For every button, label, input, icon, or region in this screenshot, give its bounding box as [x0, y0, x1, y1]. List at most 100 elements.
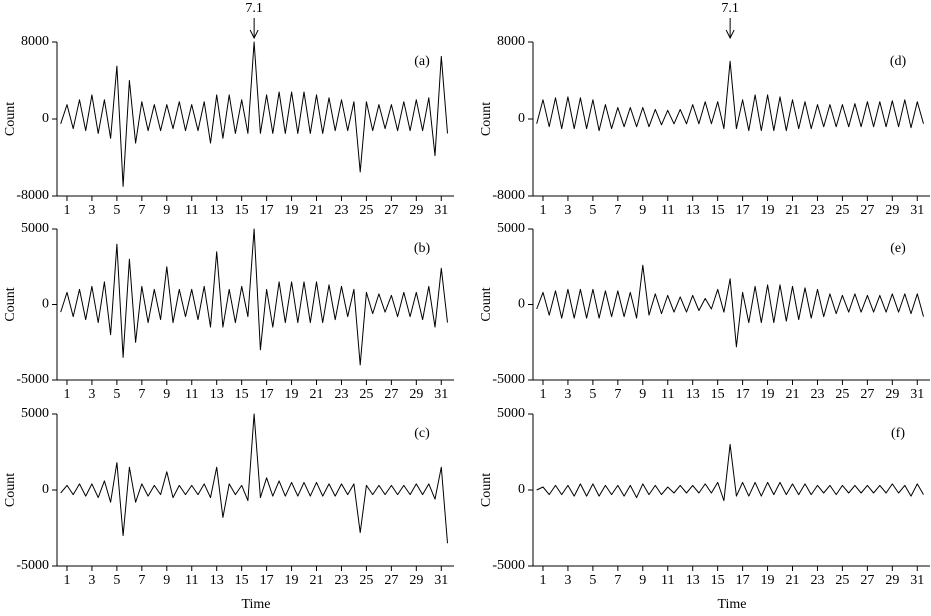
x-tick-label: 3 [88, 573, 95, 588]
x-tick-label: 29 [409, 573, 423, 588]
x-tick-label: 17 [260, 203, 274, 218]
x-tick-label: 21 [310, 203, 324, 218]
x-tick-label: 1 [539, 387, 546, 402]
x-tick-label: 11 [185, 203, 198, 218]
x-tick-label: 11 [661, 387, 674, 402]
y-tick-label: 5000 [497, 406, 525, 421]
y-tick-label: 0 [42, 111, 49, 126]
y-tick-label: -5000 [492, 558, 525, 573]
x-tick-label: 11 [661, 203, 674, 218]
series-line [536, 60, 924, 132]
panel-label: (b) [414, 241, 431, 256]
x-tick-label: 15 [711, 203, 725, 218]
x-tick-label: 5 [589, 387, 596, 402]
x-tick-label: 29 [409, 203, 423, 218]
x-tick-label: 3 [88, 203, 95, 218]
x-tick-label: 3 [564, 573, 571, 588]
x-tick-label: 21 [786, 573, 800, 588]
x-tick-label: 31 [910, 573, 924, 588]
annotation: 7.1 [245, 1, 263, 16]
x-axis-label: Time [717, 597, 746, 612]
x-tick-label: 19 [761, 387, 775, 402]
y-tick-label: 0 [518, 111, 525, 126]
x-tick-label: 27 [860, 387, 874, 402]
x-tick-label: 21 [786, 387, 800, 402]
x-tick-label: 19 [285, 203, 299, 218]
y-axis-label: Count [479, 102, 494, 136]
x-tick-label: 23 [334, 573, 348, 588]
y-axis-label: Count [3, 102, 18, 136]
x-tick-label: 17 [260, 387, 274, 402]
x-tick-label: 15 [235, 573, 249, 588]
x-tick-label: 9 [163, 387, 170, 402]
x-tick-label: 13 [686, 573, 700, 588]
x-tick-label: 21 [786, 203, 800, 218]
x-tick-label: 9 [639, 387, 646, 402]
x-tick-label: 13 [210, 203, 224, 218]
x-tick-label: 23 [810, 573, 824, 588]
x-tick-label: 11 [185, 387, 198, 402]
x-tick-label: 31 [434, 387, 448, 402]
y-tick-label: 8000 [497, 34, 525, 49]
series-line [536, 264, 924, 348]
x-tick-label: 13 [686, 387, 700, 402]
y-tick-label: -5000 [16, 558, 49, 573]
panel-label: (d) [890, 54, 907, 69]
y-tick-label: -5000 [16, 372, 49, 387]
series-line [60, 228, 448, 366]
x-tick-label: 27 [860, 203, 874, 218]
x-tick-label: 9 [639, 203, 646, 218]
x-tick-label: 13 [210, 573, 224, 588]
x-tick-label: 9 [163, 203, 170, 218]
y-tick-label: 0 [42, 297, 49, 312]
annotation: 7.1 [721, 1, 739, 16]
x-tick-label: 3 [564, 387, 571, 402]
y-tick-label: 5000 [497, 221, 525, 236]
x-tick-label: 25 [359, 387, 373, 402]
x-tick-label: 29 [409, 387, 423, 402]
x-tick-label: 19 [285, 573, 299, 588]
y-tick-label: 0 [518, 297, 525, 312]
x-tick-label: 27 [860, 573, 874, 588]
x-tick-label: 31 [910, 203, 924, 218]
series-line [60, 413, 448, 544]
panel-label: (c) [414, 426, 430, 441]
x-tick-label: 1 [63, 203, 70, 218]
x-tick-label: 5 [113, 387, 120, 402]
x-tick-label: 13 [210, 387, 224, 402]
x-tick-label: 29 [885, 573, 899, 588]
x-tick-label: 29 [885, 387, 899, 402]
y-axis-label: Count [479, 287, 494, 321]
x-tick-label: 23 [334, 203, 348, 218]
x-tick-label: 19 [761, 203, 775, 218]
x-tick-label: 11 [185, 573, 198, 588]
x-tick-label: 1 [539, 573, 546, 588]
annotation-arrowhead [249, 29, 259, 40]
x-tick-label: 5 [589, 203, 596, 218]
x-tick-label: 15 [235, 387, 249, 402]
x-tick-label: 5 [113, 203, 120, 218]
y-tick-label: 5000 [21, 221, 49, 236]
y-tick-label: 5000 [21, 406, 49, 421]
panel-label: (f) [891, 426, 905, 441]
panel-label: (a) [414, 54, 430, 69]
x-tick-label: 25 [835, 387, 849, 402]
x-tick-label: 7 [614, 203, 621, 218]
y-tick-label: -5000 [492, 372, 525, 387]
x-tick-label: 15 [711, 573, 725, 588]
x-tick-label: 3 [88, 387, 95, 402]
x-tick-label: 23 [334, 387, 348, 402]
annotation-arrowhead [725, 29, 735, 40]
x-tick-label: 21 [310, 573, 324, 588]
x-tick-label: 23 [810, 387, 824, 402]
series-line [536, 443, 924, 502]
x-tick-label: 7 [138, 387, 145, 402]
y-tick-label: 8000 [21, 34, 49, 49]
x-tick-label: 5 [113, 573, 120, 588]
x-tick-label: 13 [686, 203, 700, 218]
x-tick-label: 11 [661, 573, 674, 588]
x-tick-label: 27 [384, 387, 398, 402]
x-tick-label: 15 [235, 203, 249, 218]
x-tick-label: 15 [711, 387, 725, 402]
